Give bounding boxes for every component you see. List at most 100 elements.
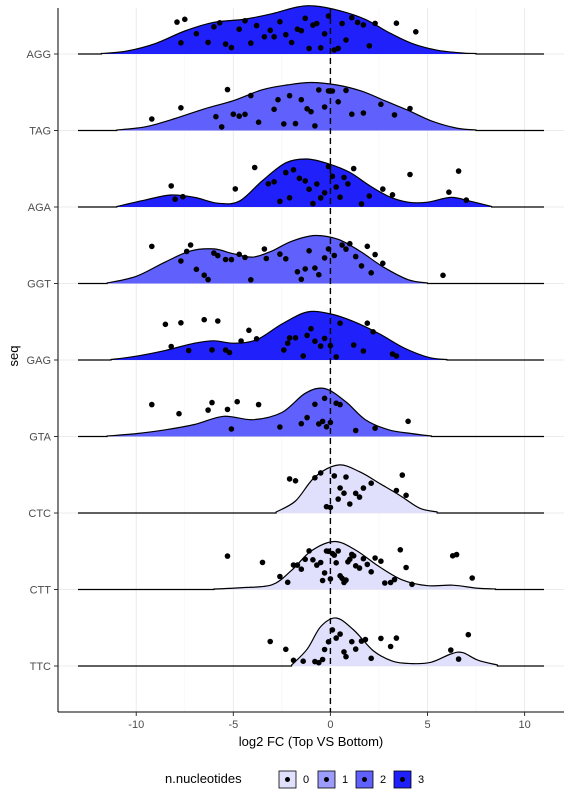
point-AGG-18 (288, 39, 295, 46)
point-AGA-19 (329, 173, 336, 180)
point-TAG-18 (312, 123, 318, 129)
point-GGT-13 (248, 277, 254, 283)
x-tick-label-2: 0 (327, 719, 333, 731)
point-AGA-6 (271, 179, 277, 185)
point-GTA-11 (312, 401, 318, 408)
point-GGT-17 (283, 255, 289, 262)
ridge-fill-AGG (101, 5, 477, 54)
point-GGT-19 (298, 276, 305, 283)
ridge-AGG (78, 5, 544, 55)
point-CTT-40 (403, 564, 409, 571)
point-GAG-26 (360, 348, 367, 354)
point-CTC-1 (292, 478, 299, 484)
point-GAG-22 (327, 342, 334, 349)
point-CTT-18 (331, 552, 338, 558)
y-tick-label-AGA: AGA (28, 202, 52, 214)
point-AGA-31 (455, 168, 462, 174)
point-TTC-23 (455, 656, 462, 662)
point-CTT-9 (310, 557, 316, 563)
point-CTC-7 (335, 496, 342, 502)
point-TAG-4 (224, 86, 231, 93)
y-tick-label-TAG: TAG (29, 126, 51, 138)
point-GGT-35 (380, 260, 386, 267)
point-TTC-1 (283, 646, 289, 653)
point-GTA-19 (352, 427, 359, 434)
point-TTC-12 (341, 649, 347, 655)
point-AGG-4 (205, 39, 211, 46)
point-CTC-10 (343, 474, 349, 480)
point-TTC-3 (300, 658, 307, 664)
point-GAG-16 (300, 353, 307, 359)
point-TAG-12 (281, 121, 287, 127)
x-tick-label-4: 10 (518, 719, 530, 731)
point-GGT-8 (215, 252, 221, 259)
point-AGA-2 (180, 193, 186, 200)
ridge-TAG (78, 81, 544, 132)
ridge-fill-TAG (116, 82, 477, 131)
point-AGG-20 (298, 27, 305, 34)
point-TTC-18 (368, 655, 375, 662)
ridge-outline-GTA (78, 387, 544, 438)
point-GGT-28 (343, 246, 349, 252)
point-AGG-37 (393, 20, 400, 27)
point-CTC-2 (312, 475, 318, 481)
point-CTT-37 (387, 579, 394, 586)
point-TTC-10 (333, 635, 340, 641)
point-AGG-2 (182, 16, 188, 23)
point-GGT-10 (228, 256, 235, 263)
point-TAG-20 (321, 104, 328, 110)
ridge-fill-CTC (276, 464, 438, 513)
point-GTA-0 (149, 401, 155, 408)
point-CTC-5 (327, 504, 334, 511)
point-TAG-8 (248, 92, 254, 99)
point-TAG-11 (275, 96, 281, 103)
point-AGG-16 (277, 18, 283, 25)
y-tick-label-GAG: GAG (27, 355, 51, 367)
point-CTT-41 (409, 581, 415, 588)
point-CTT-5 (294, 562, 301, 568)
point-TAG-15 (298, 96, 305, 103)
point-GTA-18 (337, 401, 343, 408)
ridge-GTA (78, 387, 544, 438)
point-AGA-14 (310, 200, 316, 207)
point-GAG-19 (312, 338, 318, 345)
ridge-CTT (78, 540, 544, 591)
point-GGT-1 (178, 258, 184, 264)
point-TTC-20 (387, 643, 394, 650)
ridge-AGA (78, 158, 544, 208)
point-GTA-6 (234, 398, 240, 405)
point-GGT-36 (440, 272, 446, 279)
point-GTA-14 (321, 395, 328, 402)
point-AGA-5 (265, 181, 272, 187)
point-TAG-9 (255, 119, 262, 125)
point-AGA-29 (407, 171, 413, 178)
point-CTT-12 (319, 577, 326, 584)
point-GGT-2 (183, 248, 190, 255)
point-GTA-9 (298, 420, 305, 427)
point-GGT-3 (187, 242, 194, 248)
point-AGA-32 (463, 197, 470, 203)
point-GGT-22 (312, 265, 318, 271)
point-TAG-16 (304, 106, 310, 112)
point-AGA-13 (306, 186, 312, 192)
point-GGT-24 (321, 255, 328, 261)
point-GGT-14 (261, 246, 268, 252)
point-CTT-8 (306, 548, 312, 554)
point-GAG-23 (333, 354, 340, 360)
legend: n.nucleotides 0 1 2 3 (165, 770, 424, 789)
point-TAG-17 (308, 108, 314, 115)
point-TTC-11 (337, 631, 343, 637)
point-AGA-23 (345, 181, 351, 187)
point-CTC-17 (399, 472, 406, 478)
point-GTA-1 (176, 410, 182, 417)
point-AGG-35 (366, 43, 373, 49)
point-AGG-17 (283, 31, 289, 38)
point-GAG-15 (292, 335, 299, 341)
point-GAG-20 (317, 343, 324, 349)
ridges (78, 5, 544, 667)
point-CTT-28 (350, 553, 357, 559)
x-axis-ticks: -10 -5 0 5 10 (128, 712, 531, 731)
legend-key-dot-2 (362, 777, 367, 782)
point-TTC-17 (362, 636, 369, 643)
y-tick-label-CTT: CTT (30, 585, 52, 597)
